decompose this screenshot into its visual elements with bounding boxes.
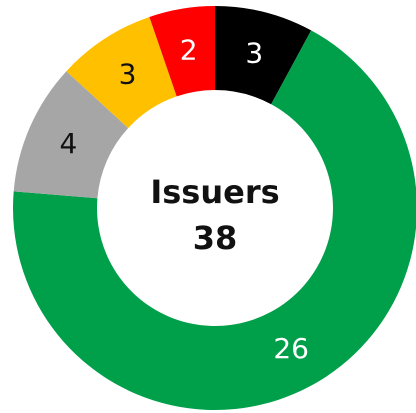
segment-label: 3 [119,58,137,91]
center-title: Issuers [150,173,279,211]
center-value: 38 [193,219,238,257]
donut-segment [215,6,312,105]
segment-label: 2 [180,34,198,67]
donut-segment [13,30,416,410]
donut-segment [66,16,177,129]
segment-label: 26 [273,332,309,365]
segment-label: 3 [245,36,263,69]
segment-label: 4 [60,127,78,160]
donut-segment [13,71,129,199]
donut [13,6,416,410]
donut-segment [149,6,215,97]
